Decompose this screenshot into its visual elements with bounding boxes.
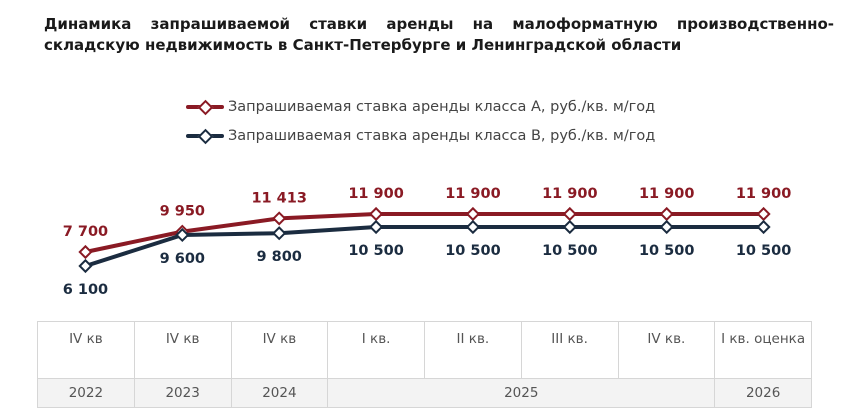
year-label: 2025 [327,378,716,408]
series-b-point [465,219,481,235]
year-label: 2024 [230,378,329,408]
series-b-point [175,227,190,243]
series-b-line [83,225,766,268]
series-b-data-label: 10 500 [348,243,404,259]
series-b-point [562,219,577,235]
quarter-label: III кв. [520,321,619,379]
legend-swatch-class-b [186,128,224,145]
series-a-data-label: 11 900 [445,186,501,202]
series-a-point [659,206,674,222]
series-a-point [465,206,481,222]
line-chart: 7 700 9 950 11 413 11 900 11 900 11 900 11 900… [63,186,792,298]
legend-item-class-b: Запрашиваемая ставка аренды класса В, ру… [186,128,656,145]
series-b-data-label: 10 500 [542,243,598,259]
quarter-label: IV кв. [617,321,716,379]
series-b-point [756,219,771,235]
series-a-point [562,206,577,222]
series-b-point [368,219,384,235]
series-a-data-label: 11 900 [542,186,598,202]
series-b-point [78,258,93,274]
series-b-data-label: 10 500 [736,243,792,259]
legend-label-class-a: Запрашиваемая ставка аренды класса А, ру… [228,99,656,115]
legend-swatch-class-a [186,99,224,116]
quarter-label: IV кв [133,321,232,379]
chart-title: Динамика запрашиваемой ставки аренды на … [44,15,834,54]
x-axis-table: IV кв IV кв IV кв I кв. II кв. III кв. I… [37,321,812,408]
series-b-data-label: 10 500 [445,243,501,259]
quarter-row: IV кв IV кв IV кв I кв. II кв. III кв. I… [37,321,812,379]
year-row: 2022 2023 2024 2025 2026 [37,378,812,408]
series-b-point [272,226,287,241]
year-label: 2026 [714,378,812,408]
quarter-label: II кв. [424,321,522,379]
quarter-label: IV кв [230,321,329,379]
quarter-label: IV кв [37,321,135,379]
series-a-data-label: 11 900 [639,186,695,202]
series-a-data-label: 11 900 [736,186,792,202]
series-a-point [756,206,771,222]
series-a-line [83,212,766,254]
series-b-data-label: 9 800 [256,249,301,265]
series-a-data-label: 7 700 [63,224,108,240]
series-a-point [78,244,93,260]
series-a-point [272,211,287,226]
series-a-point [368,206,384,222]
legend-label-class-b: Запрашиваемая ставка аренды класса В, ру… [228,128,656,144]
series-b-point [659,219,674,235]
quarter-label: I кв. оценка [714,321,812,379]
quarter-label: I кв. [327,321,425,379]
series-a-data-label: 11 413 [251,190,307,206]
year-label: 2023 [133,378,232,408]
legend-item-class-a: Запрашиваемая ставка аренды класса А, ру… [186,99,656,116]
series-a-data-label: 11 900 [348,186,404,202]
series-b-data-label: 10 500 [639,243,695,259]
series-b-data-label: 6 100 [63,282,108,298]
series-b-data-label: 9 600 [160,251,205,267]
year-label: 2022 [37,378,135,408]
series-a-data-label: 9 950 [160,204,205,220]
